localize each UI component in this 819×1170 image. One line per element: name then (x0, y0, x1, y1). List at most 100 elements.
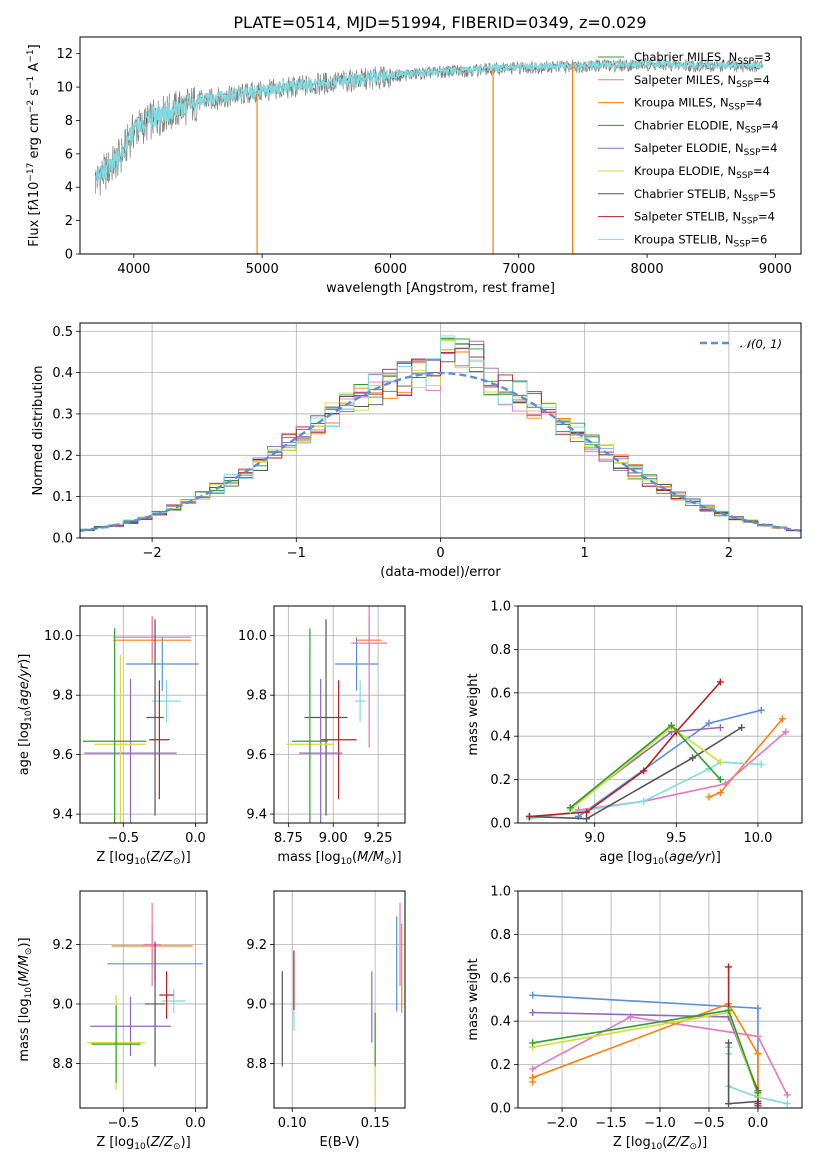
legend-label-part: Chabrier MILES, N (634, 50, 737, 64)
mass-weight-marker (725, 1039, 733, 1047)
x-axis-label-part: mass [log (277, 850, 340, 865)
y-axis-label: age [log10(age/yr)] (17, 654, 34, 776)
x-tick-label: 0 (436, 546, 444, 561)
y-axis-label-part: −2 (26, 100, 36, 113)
x-tick-label: 0.0 (185, 1116, 206, 1131)
x-tick-label: 9000 (759, 262, 792, 277)
mass-weight-marker (705, 719, 713, 727)
x-tick-label: 9.5 (666, 831, 687, 846)
mass-weight-marker (583, 808, 591, 816)
x-tick-label: −0.5 (108, 1116, 140, 1131)
x-tick-label: 10.0 (743, 831, 772, 846)
y-tick-label: 9.6 (246, 748, 267, 763)
x-tick-label: −0.5 (693, 1116, 725, 1131)
axes-frame (79, 890, 208, 1109)
mass-weight-marker (725, 1100, 733, 1108)
mass-weight-marker (782, 728, 790, 736)
x-tick-label: 8000 (631, 262, 664, 277)
legend-label-part: =5 (759, 187, 776, 201)
axes-frame (79, 36, 802, 255)
x-axis-label: (data-model)/error (380, 565, 501, 580)
y-axis-label-part: A (27, 63, 42, 76)
axes-frame (79, 605, 208, 824)
x-axis-label-part: ⊙ (173, 857, 181, 867)
x-tick-label: −0.5 (108, 831, 140, 846)
age-vs-mass-panel: 8.75 9.00 9.25 9.4 9.6 9.8 10.0 mass [log10(M/M… (238, 605, 406, 867)
plot-area (94, 57, 763, 254)
legend-label-part: Salpeter ELODIE, N (634, 141, 744, 155)
y-tick-label: 2 (65, 214, 73, 229)
legend-label-part: Salpeter MILES, N (634, 73, 736, 87)
x-axis-label-part: )] (697, 1135, 707, 1150)
mass-weight-marker (529, 1039, 537, 1047)
y-axis-label-part: Flux [f (27, 205, 42, 246)
y-tick-label: 10.0 (238, 629, 267, 644)
mass-weight-marker (754, 1089, 762, 1097)
legend-label-part: SSP (729, 103, 746, 113)
legend-label-part: =4 (753, 73, 770, 87)
y-axis-label-part: mass weight (466, 673, 481, 755)
x-tick-label: 8.75 (274, 831, 303, 846)
y-tick-label: 0.4 (490, 730, 511, 745)
mass-weight-marker (529, 1074, 537, 1082)
mass-weight-marker (754, 1100, 762, 1108)
mass-weight-marker (716, 758, 724, 766)
y-tick-label: 9.0 (246, 997, 267, 1012)
x-tick-label: 0.0 (185, 831, 206, 846)
mass-weight-line (532, 1016, 789, 1096)
y-tick-label: 8.8 (246, 1057, 267, 1072)
legend-label-part: Kroupa ELODIE, N (634, 164, 736, 178)
y-axis-label-part: 10 (24, 987, 34, 999)
y-axis-label-part: ( (17, 706, 32, 711)
x-axis-label-part: ( (146, 1135, 151, 1150)
residual-histogram-panel: −2 −1 0 1 2 0.0 0.1 0.2 0.3 0.4 0.5 (data-model)/er… (31, 322, 802, 580)
x-axis-label-part: 10 (134, 1142, 146, 1152)
y-tick-label: 0.6 (490, 971, 511, 986)
y-tick-label: 1.0 (490, 885, 511, 900)
axes-frame (273, 890, 406, 1109)
mass-weight-marker (716, 776, 724, 784)
y-tick-label: 9.2 (246, 938, 267, 953)
mass-weight-marker (757, 706, 765, 714)
y-tick-label: 9.2 (52, 938, 73, 953)
y-axis-label-part: )] (17, 937, 32, 947)
y-axis-label-part: mass weight (466, 958, 481, 1040)
plot-area (80, 335, 801, 532)
y-tick-label: 9.6 (52, 748, 73, 763)
mass-weight-line (578, 731, 787, 811)
mass-weight-vs-metallicity-panel: −2.0 −1.5 −1.0 −0.5 0.0 0.0 0.2 0.4 0.6 0.8 1.0 Z [… (466, 885, 803, 1152)
axes-frame (517, 890, 803, 1109)
legend-label-part: =4 (761, 141, 778, 155)
y-axis-label-part: age [log (17, 722, 32, 775)
y-tick-label: 0.0 (490, 817, 511, 832)
mass-weight-marker (783, 1100, 791, 1108)
legend-label: Kroupa MILES, NSSP=4 (634, 96, 762, 113)
x-tick-label: 7000 (502, 262, 535, 277)
y-axis-label: mass [log10(M/M⊙)] (17, 937, 34, 1061)
mass-weight-line (569, 726, 721, 809)
x-axis-label: E(B-V) (319, 1135, 359, 1150)
legend-label-part: =6 (750, 232, 767, 246)
mass-weight-marker (754, 1004, 762, 1012)
mass-weight-marker (705, 793, 713, 801)
x-tick-label: −2.0 (546, 1116, 578, 1131)
mass-vs-ebv-panel: 0.10 0.15 8.8 9.0 9.2 E(B-V) (246, 890, 406, 1150)
x-tick-label: −1.5 (595, 1116, 627, 1131)
x-axis-label-part: )] (391, 850, 401, 865)
y-tick-label: 0.4 (490, 1015, 511, 1030)
legend-label-part: Kroupa STELIB, N (634, 232, 734, 246)
x-axis-label-part: age [log (599, 850, 652, 865)
y-axis-label-part: λ (27, 198, 42, 207)
axes-frame (517, 605, 803, 824)
x-tick-label: 0.15 (361, 1116, 390, 1131)
y-tick-label: 8.8 (52, 1057, 73, 1072)
legend-label-part: SSP (742, 194, 759, 204)
x-axis-label-part: 10 (651, 1142, 663, 1152)
y-tick-label: 8 (65, 114, 73, 129)
y-tick-label: 0.5 (52, 325, 73, 340)
x-axis-label-part: ⊙ (384, 857, 392, 867)
x-axis-label-part: 10 (134, 857, 146, 867)
y-tick-label: 9.8 (52, 689, 73, 704)
legend-label-part: =4 (745, 96, 762, 110)
